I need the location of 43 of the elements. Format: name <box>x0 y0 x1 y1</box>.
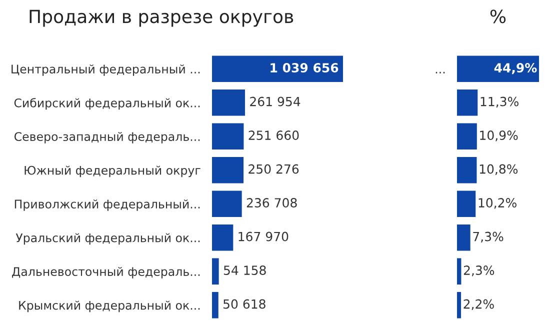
bar <box>457 258 462 285</box>
data-label: 2,2% <box>464 299 494 310</box>
bar <box>457 224 470 251</box>
bar <box>457 56 539 82</box>
bar <box>457 292 462 318</box>
chart-title: % <box>490 10 506 24</box>
bar <box>212 258 219 285</box>
bar <box>457 156 477 184</box>
y-tick-label: Уральский федеральный ок... <box>16 233 200 245</box>
bar <box>457 190 476 218</box>
bar <box>212 156 244 184</box>
data-label: 54 158 <box>224 266 266 275</box>
data-label: 7,3% <box>473 232 504 243</box>
data-label: 1 039 656 <box>270 63 338 72</box>
y-tick-label: ... <box>436 72 445 74</box>
y-tick-label: Дальневосточный федераль... <box>12 266 200 278</box>
bar <box>212 123 244 150</box>
data-label: 251 660 <box>248 130 299 140</box>
chart-title: Продажи в разрезе округов <box>30 10 294 27</box>
data-label: 236 708 <box>246 198 297 208</box>
bar <box>212 224 234 251</box>
y-tick-label: Сибирский федеральный ок... <box>14 98 200 110</box>
data-label: 10,9% <box>480 130 518 142</box>
bar <box>212 190 242 218</box>
bar <box>457 89 478 116</box>
data-label: 250 276 <box>248 164 299 174</box>
data-label: 2,3% <box>464 266 494 276</box>
bar <box>212 56 343 82</box>
bar <box>457 123 477 150</box>
data-label: 261 954 <box>250 96 300 106</box>
y-tick-label: Южный федеральный округ <box>24 166 200 178</box>
data-label: 10,2% <box>478 198 516 209</box>
bar <box>212 292 218 318</box>
y-tick-label: Приволжский федеральный... <box>14 199 200 211</box>
data-label: 167 970 <box>238 232 288 242</box>
data-label: 44,9% <box>494 63 537 74</box>
data-label: 10,8% <box>480 164 518 176</box>
data-label: 11,3% <box>480 96 518 108</box>
y-tick-label: Крымский федеральный ок... <box>19 300 200 312</box>
y-tick-label: Центральный федеральный ... <box>12 64 200 76</box>
y-tick-label: Северо-западный федераль... <box>14 132 200 144</box>
bar <box>212 89 246 116</box>
data-label: 50 618 <box>224 299 266 309</box>
